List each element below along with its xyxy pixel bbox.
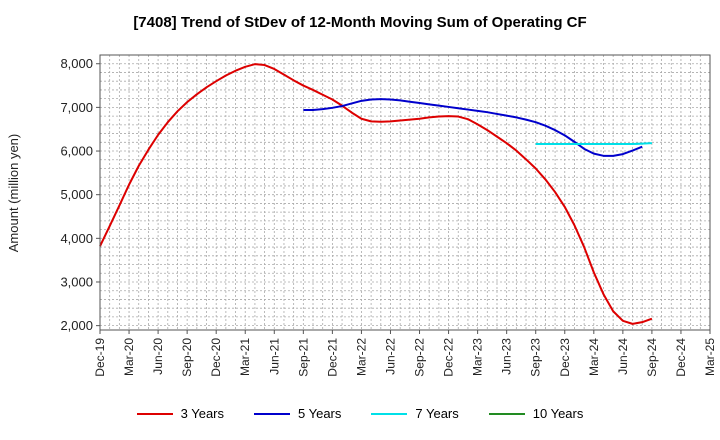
legend-label: 7 Years [415,406,459,421]
legend-item-3-years: 3 Years [136,406,224,421]
legend-swatch [488,412,525,415]
y-tick-label: 4,000 [60,231,93,246]
legend-label: 3 Years [180,406,224,421]
x-tick-label: Jun-20 [151,338,165,375]
x-tick-label: Mar-24 [587,338,601,376]
x-tick-label: Mar-25 [703,338,717,376]
x-tick-label: Jun-21 [267,338,281,375]
y-tick-label: 2,000 [60,318,93,333]
x-tick-label: Mar-23 [471,338,485,376]
y-tick-label: 8,000 [60,56,93,71]
grid-lines [99,54,711,330]
legend-swatch [136,412,173,415]
chart-title: [7408] Trend of StDev of 12-Month Moving… [133,14,587,31]
y-tick-label: 7,000 [60,100,93,115]
series-lines [99,63,653,325]
legend: 3 Years 5 Years 7 Years 10 Years [0,406,720,421]
x-tick-label: Sep-20 [180,338,194,377]
legend-swatch [371,412,408,415]
x-tick-label: Dec-24 [674,338,688,377]
x-tick-label: Sep-24 [645,338,659,377]
series-line-5-years [303,98,643,157]
x-tick-label: Sep-22 [413,338,427,377]
plot-area-frame [99,54,711,331]
x-tick-label: Sep-23 [529,338,543,377]
series-line-7-years [535,142,652,146]
y-axis-title: Amount (million yen) [6,134,21,253]
x-tick-label: Jun-23 [500,338,514,375]
x-tick-label: Mar-22 [354,338,368,376]
x-tick-label: Dec-23 [558,338,572,377]
x-tick-label: Mar-20 [122,338,136,376]
x-tick-label: Dec-20 [209,338,223,377]
legend-item-5-years: 5 Years [254,406,341,421]
series-line-3-years [99,63,653,325]
y-tick-label: 5,000 [60,187,93,202]
x-tick-label: Dec-19 [93,338,107,377]
legend-item-7-years: 7 Years [371,406,459,421]
legend-swatch [254,412,290,415]
x-tick-label: Jun-22 [383,338,397,375]
x-tick-label: Sep-21 [296,338,310,377]
x-tick-label: Jun-24 [616,338,630,375]
x-tick-label: Dec-22 [442,338,456,377]
y-tick-label: 3,000 [60,274,93,289]
x-tick-label: Dec-21 [325,338,339,377]
axes: 2,000 3,000 4,000 5,000 6,000 7,000 8,000 Dec-1… [60,56,717,376]
legend-label: 5 Years [298,406,342,421]
y-tick-label: 6,000 [60,144,93,159]
legend-label: 10 Years [532,406,584,421]
x-tick-label: Mar-21 [238,338,252,376]
legend-item-10-years: 10 Years [488,406,584,421]
